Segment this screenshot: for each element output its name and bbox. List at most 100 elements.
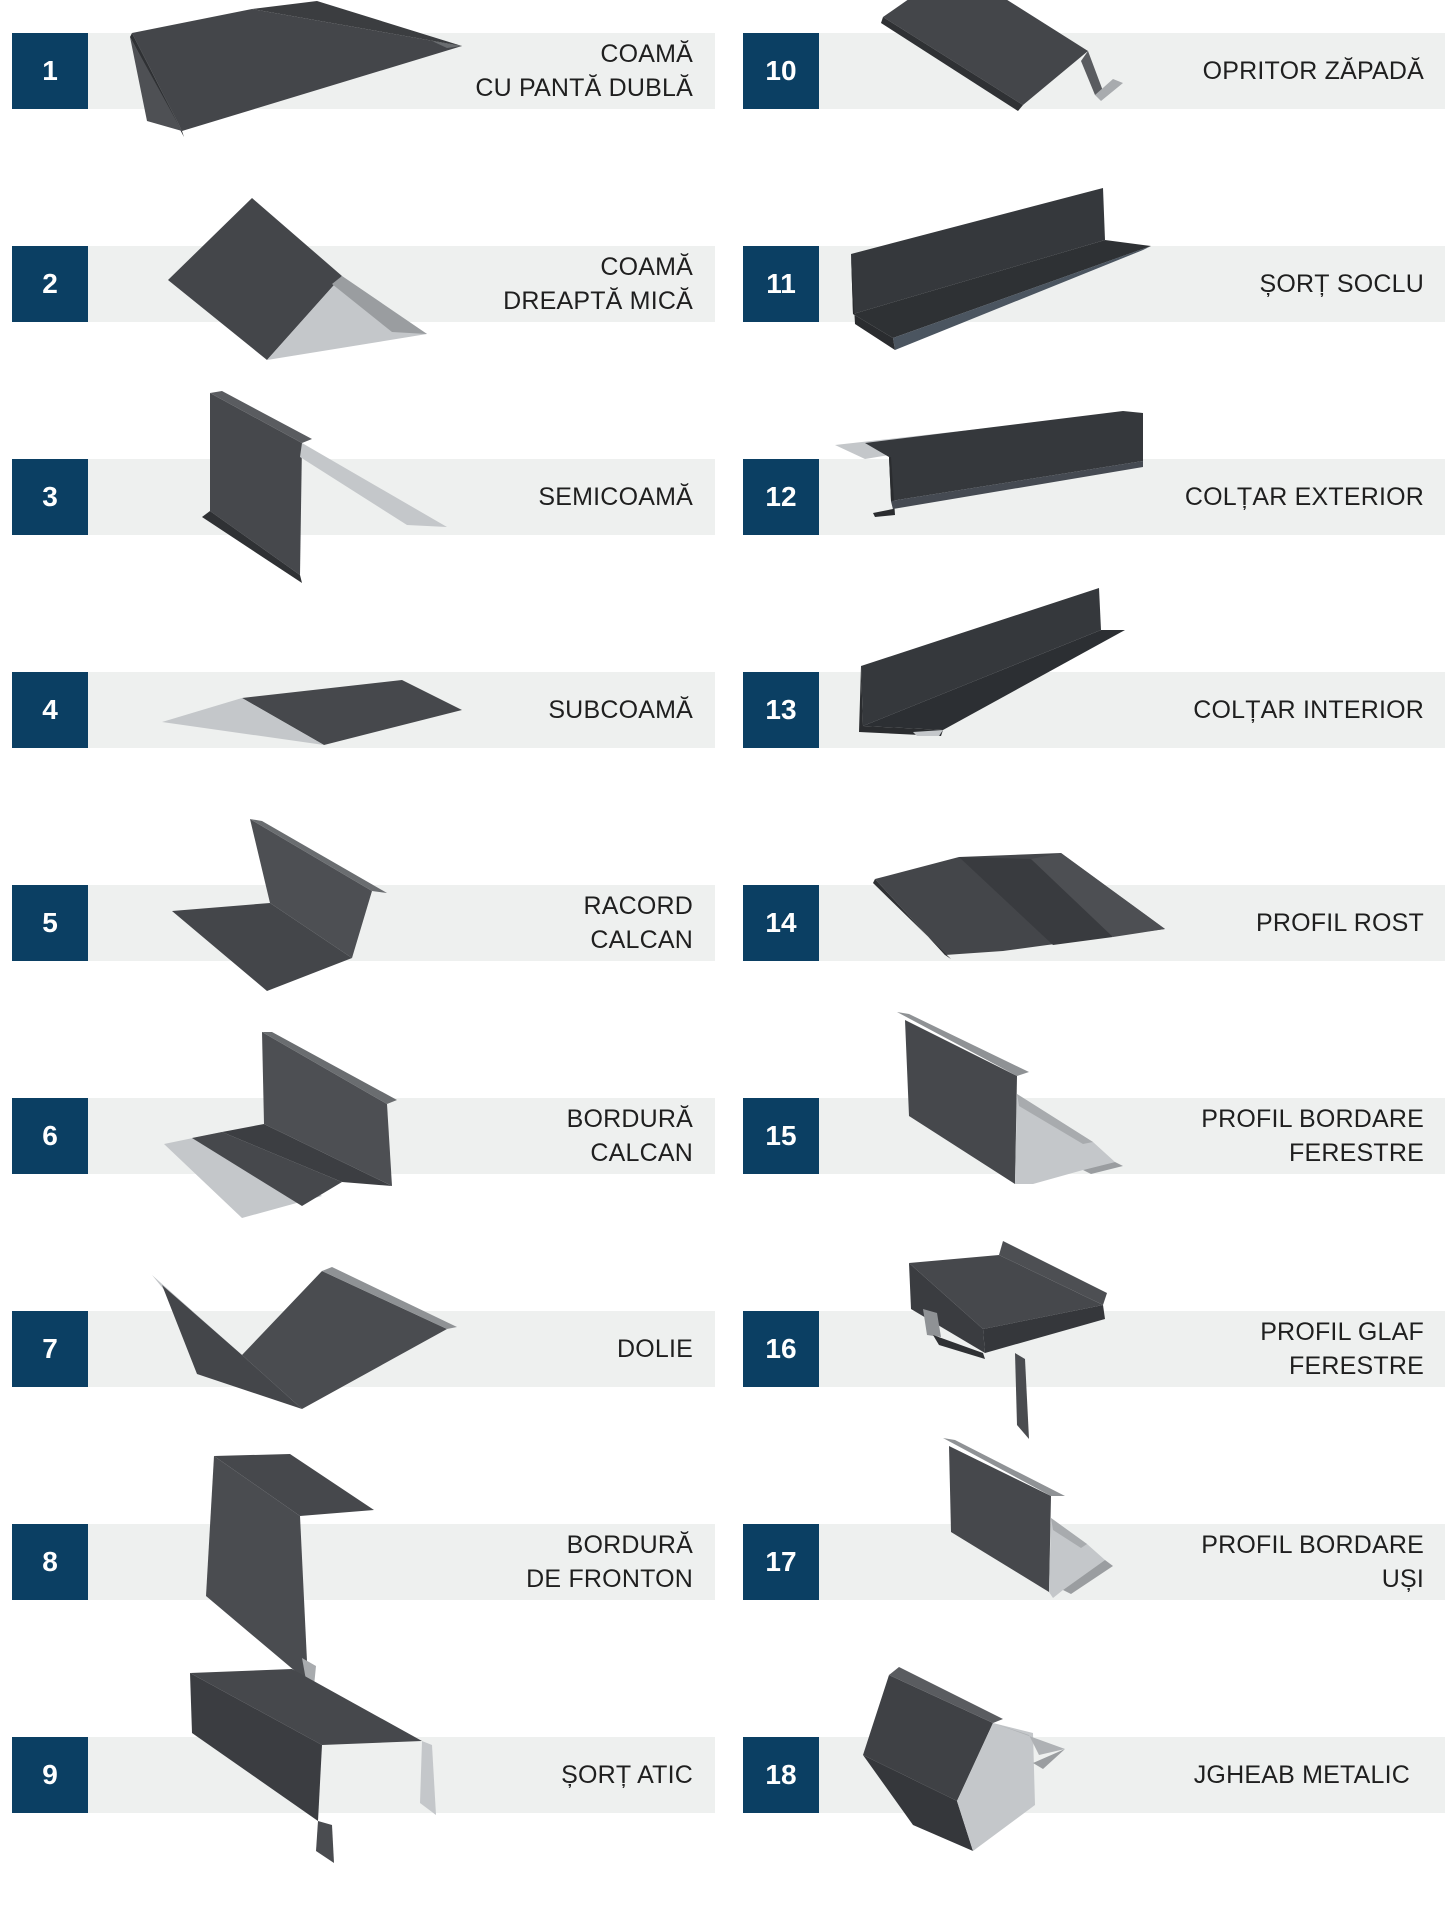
product-label-line: PROFIL ROST — [1256, 909, 1424, 937]
product-item-7[interactable]: 7 DOLIE — [12, 1267, 715, 1502]
product-band — [12, 1737, 715, 1813]
double-slope-ridge-icon — [130, 1, 462, 137]
product-item-1[interactable]: 1 COAMĂ CU PANTĂ DUBLĂ — [12, 1, 715, 224]
product-label: JGHEAB METALIC — [1194, 1737, 1410, 1813]
product-number: 1 — [12, 33, 88, 109]
interior-corner-icon — [859, 588, 1125, 736]
sub-ridge-icon — [162, 680, 462, 745]
product-number: 15 — [743, 1098, 819, 1174]
gable-connector-icon — [172, 819, 387, 991]
product-label: PROFIL ROST — [1256, 885, 1424, 961]
gable-border-icon — [164, 1032, 397, 1218]
product-label: PROFIL BORDARE UȘI — [1201, 1524, 1424, 1600]
product-label-line: BORDURĂ — [566, 1105, 693, 1133]
product-label-line: RACORD — [583, 892, 693, 920]
product-number: 16 — [743, 1311, 819, 1387]
window-trim-profile-icon — [897, 1012, 1123, 1184]
product-label-line: CALCAN — [590, 1139, 693, 1167]
product-number: 6 — [12, 1098, 88, 1174]
product-item-4[interactable]: 4 SUBCOAMĂ — [12, 650, 715, 863]
product-number: 17 — [743, 1524, 819, 1600]
product-number: 7 — [12, 1311, 88, 1387]
product-number: 12 — [743, 459, 819, 535]
product-label-line: FERESTRE — [1289, 1139, 1424, 1167]
product-label-line: OPRITOR ZĂPADĂ — [1202, 57, 1424, 85]
product-item-9[interactable]: 9 ȘORȚ ATIC — [12, 1669, 715, 1928]
product-item-10[interactable]: 10 OPRITOR ZĂPADĂ — [743, 0, 1445, 224]
product-item-16[interactable]: 16 PROFIL GLAF FERESTRE — [743, 1241, 1445, 1502]
product-label: COAMĂ DREAPTĂ MICĂ — [503, 246, 693, 322]
exterior-corner-icon — [835, 411, 1143, 517]
product-label: SEMICOAMĂ — [538, 459, 693, 535]
valley-icon — [152, 1267, 457, 1409]
product-item-11[interactable]: 11 ȘORȚ SOCLU — [743, 188, 1445, 437]
product-label: DOLIE — [617, 1311, 693, 1387]
product-item-17[interactable]: 17 PROFIL BORDARE UȘI — [743, 1438, 1445, 1715]
door-trim-profile-icon — [943, 1438, 1113, 1598]
product-label: ȘORȚ SOCLU — [1259, 246, 1424, 322]
product-number: 8 — [12, 1524, 88, 1600]
product-label-line: COLȚAR INTERIOR — [1193, 696, 1424, 724]
product-label: OPRITOR ZĂPADĂ — [1203, 33, 1424, 109]
product-label: COAMĂ CU PANTĂ DUBLĂ — [475, 33, 693, 109]
product-label-line: SUBCOAMĂ — [548, 696, 693, 724]
plinth-apron-icon — [851, 188, 1151, 350]
product-label-line: SEMICOAMĂ — [538, 483, 693, 511]
small-straight-ridge-icon — [168, 198, 427, 360]
product-number: 3 — [12, 459, 88, 535]
product-label-line: FERESTRE — [1289, 1352, 1424, 1380]
product-label: BORDURĂ DE FRONTON — [526, 1524, 693, 1600]
product-label: BORDURĂ CALCAN — [567, 1098, 693, 1174]
product-item-5[interactable]: 5 RACORD CALCAN — [12, 819, 715, 1076]
product-number: 5 — [12, 885, 88, 961]
product-label-line: ȘORȚ SOCLU — [1259, 270, 1424, 298]
product-item-13[interactable]: 13 COLȚAR INTERIOR — [743, 588, 1445, 863]
window-sill-profile-icon — [909, 1241, 1107, 1439]
product-number: 4 — [12, 672, 88, 748]
product-number: 13 — [743, 672, 819, 748]
product-label: COLȚAR EXTERIOR — [1185, 459, 1424, 535]
half-ridge-icon — [202, 391, 447, 583]
product-label-line: ȘORȚ ATIC — [561, 1761, 693, 1789]
product-label-line: PROFIL BORDARE — [1201, 1105, 1424, 1133]
product-band — [743, 1311, 1445, 1387]
product-item-3[interactable]: 3 SEMICOAMĂ — [12, 391, 715, 650]
product-label-line: PROFIL BORDARE — [1201, 1531, 1424, 1559]
product-number: 14 — [743, 885, 819, 961]
product-number: 18 — [743, 1737, 819, 1813]
product-item-8[interactable]: 8 BORDURĂ DE FRONTON — [12, 1454, 715, 1715]
product-label: PROFIL GLAF FERESTRE — [1260, 1311, 1424, 1387]
joint-profile-icon — [873, 853, 1165, 959]
product-label-line: JGHEAB METALIC — [1193, 1761, 1410, 1789]
product-item-18[interactable]: 18 JGHEAB METALIC — [743, 1667, 1445, 1928]
product-item-2[interactable]: 2 COAMĂ DREAPTĂ MICĂ — [12, 198, 715, 437]
product-number: 9 — [12, 1737, 88, 1813]
fronton-border-icon — [206, 1454, 374, 1686]
product-item-6[interactable]: 6 BORDURĂ CALCAN — [12, 1032, 715, 1289]
product-label: SUBCOAMĂ — [548, 672, 693, 748]
product-label: ȘORȚ ATIC — [561, 1737, 693, 1813]
metal-gutter-icon — [863, 1667, 1065, 1851]
product-number: 11 — [743, 246, 819, 322]
product-label-line: BORDURĂ — [566, 1531, 693, 1559]
product-label: COLȚAR INTERIOR — [1193, 672, 1424, 748]
product-label: PROFIL BORDARE FERESTRE — [1201, 1098, 1424, 1174]
product-item-12[interactable]: 12 COLȚAR EXTERIOR — [743, 411, 1445, 650]
product-number: 10 — [743, 33, 819, 109]
product-band — [12, 1524, 715, 1600]
product-label-line: COAMĂ — [600, 40, 693, 68]
product-label-line: COAMĂ — [600, 253, 693, 281]
product-label: RACORD CALCAN — [583, 885, 693, 961]
product-label-line: CU PANTĂ DUBLĂ — [475, 74, 693, 102]
product-label-line: DE FRONTON — [526, 1565, 693, 1593]
product-label-line: UȘI — [1381, 1565, 1424, 1593]
product-item-14[interactable]: 14 PROFIL ROST — [743, 853, 1445, 1076]
product-number: 2 — [12, 246, 88, 322]
product-label-line: COLȚAR EXTERIOR — [1184, 483, 1424, 511]
product-label-line: DREAPTĂ MICĂ — [503, 287, 693, 315]
product-label-line: DOLIE — [616, 1335, 693, 1363]
attic-apron-icon — [190, 1669, 436, 1863]
product-item-15[interactable]: 15 PROFIL BORDARE FERESTRE — [743, 1012, 1445, 1289]
product-band — [743, 1737, 1445, 1813]
product-label-line: CALCAN — [590, 926, 693, 954]
